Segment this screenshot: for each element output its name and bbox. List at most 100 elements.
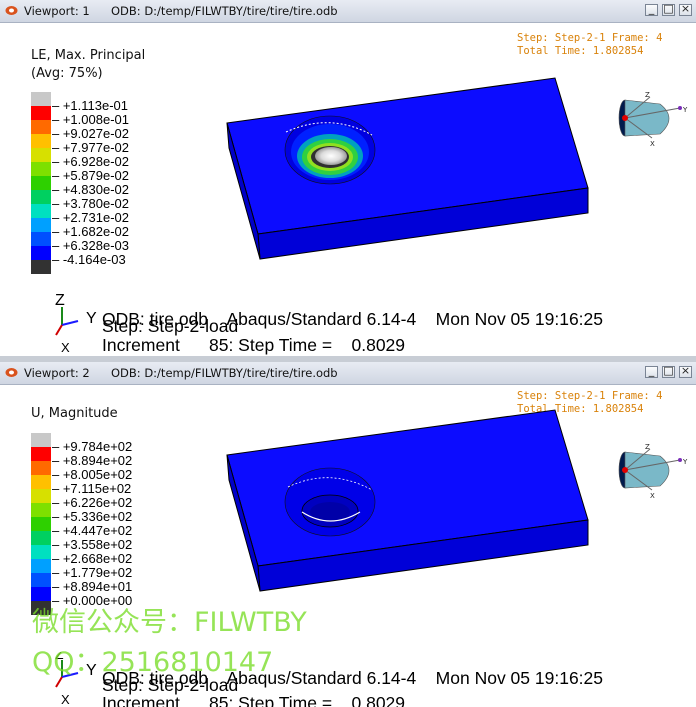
viewport-title: Viewport: 1: [24, 4, 90, 18]
legend-swatch: [31, 587, 51, 601]
svg-text:X: X: [61, 692, 70, 707]
watermark-qq: QQ：2516810147: [32, 647, 274, 678]
legend-value: – +7.977e-02: [52, 140, 129, 155]
legend-swatch: [31, 531, 51, 545]
tire-ring: [284, 467, 376, 537]
legend-swatch: [31, 232, 51, 246]
svg-text:Y: Y: [682, 458, 688, 466]
viewport-2[interactable]: Viewport: 2 ODB: D:/temp/FILWTBY/tire/ti…: [0, 362, 696, 707]
svg-text:X: X: [61, 340, 70, 353]
legend-swatch: [31, 190, 51, 204]
svg-text:X: X: [650, 492, 655, 500]
legend-swatch: [31, 475, 51, 489]
legend-value: – +2.731e-02: [52, 210, 129, 225]
legend-value: – +2.668e+02: [52, 551, 133, 566]
tire-ring: [284, 115, 376, 185]
legend-value: – +8.005e+02: [52, 467, 133, 482]
odb-path: ODB: D:/temp/FILWTBY/tire/tire/tire.odb: [111, 4, 338, 18]
legend-value: – +7.115e+02: [52, 481, 132, 496]
model-view[interactable]: Z Y X: [0, 362, 696, 707]
legend-swatch: [31, 260, 51, 274]
legend-swatch: [31, 447, 51, 461]
status-odb-line: ODB: tire.odb Abaqus/Standard 6.14-4 Mon…: [102, 309, 604, 329]
svg-text:Y: Y: [682, 106, 688, 114]
legend-value: – +1.682e-02: [52, 224, 129, 239]
plate-block: [226, 409, 589, 592]
legend-swatch: [31, 573, 51, 587]
minimize-button[interactable]: _: [645, 2, 658, 16]
legend-swatch: [31, 176, 51, 190]
legend-swatch: [31, 106, 51, 120]
global-axis-triad: Z Y X: [55, 293, 97, 353]
legend-swatch: [31, 134, 51, 148]
contour-title: U, Magnitude: [31, 406, 118, 421]
legend-swatch: [31, 559, 51, 573]
legend-swatch: [31, 503, 51, 517]
legend-swatch: [31, 433, 51, 447]
close-button[interactable]: ×: [679, 364, 692, 378]
contour-subtitle: (Avg: 75%): [31, 66, 103, 81]
svg-text:Z: Z: [55, 652, 64, 662]
total-time-label: Total Time: 1.802854: [517, 45, 644, 57]
view-orientation-triad: Z Y X: [618, 443, 688, 500]
legend-value: – +9.784e+02: [52, 439, 133, 454]
viewport-2-titlebar[interactable]: Viewport: 2 ODB: D:/temp/FILWTBY/tire/ti…: [0, 362, 696, 385]
status-odb-line: ODB: tire.odb Abaqus/Standard 6.14-4 Mon…: [102, 668, 604, 688]
legend-value: – +4.447e+02: [52, 523, 133, 538]
legend-value: – +5.336e+02: [52, 509, 133, 524]
viewport-title: Viewport: 2: [24, 366, 90, 380]
legend-value: – +0.000e+00: [52, 593, 133, 608]
legend-swatch: [31, 162, 51, 176]
legend-value: – +1.113e-01: [52, 98, 129, 113]
close-button[interactable]: ×: [679, 2, 692, 16]
svg-text:Z: Z: [55, 293, 65, 309]
legend-value: – +9.027e-02: [52, 126, 129, 141]
viewport-app-icon: [5, 6, 18, 15]
legend-swatch: [31, 489, 51, 503]
legend-swatch: [31, 246, 51, 260]
view-orientation-triad: Z Y X: [618, 91, 688, 148]
legend-swatch: [31, 218, 51, 232]
model-view[interactable]: Z Y X: [0, 0, 696, 356]
step-frame-label: Step: Step-2-1 Frame: 4: [517, 390, 663, 402]
watermark-wechat: 微信公众号：FILWTBY: [32, 607, 307, 638]
contour-title: LE, Max. Principal: [31, 48, 146, 63]
restore-button[interactable]: □: [662, 2, 675, 16]
legend-swatch: [31, 204, 51, 218]
contour-legend: [31, 433, 51, 615]
legend-value: – +4.830e-02: [52, 182, 129, 197]
status-increment-line: Increment 85: Step Time = 0.8029: [102, 693, 406, 707]
legend-value: – +8.894e+01: [52, 579, 133, 594]
restore-button[interactable]: □: [662, 364, 675, 378]
legend-value: – +6.328e-03: [52, 238, 129, 253]
svg-text:Y: Y: [86, 662, 97, 679]
legend-value: – +3.780e-02: [52, 196, 129, 211]
minimize-button[interactable]: _: [645, 364, 658, 378]
legend-value: – -4.164e-03: [52, 252, 126, 267]
legend-value: – +6.928e-02: [52, 154, 129, 169]
legend-swatch: [31, 601, 51, 615]
status-step-line: Step: Step-2-load: [102, 316, 239, 336]
legend-value: – +1.779e+02: [52, 565, 133, 580]
legend-swatch: [31, 545, 51, 559]
status-increment-line: Increment 85: Step Time = 0.8029: [102, 335, 406, 355]
step-frame-label: Step: Step-2-1 Frame: 4: [517, 32, 663, 44]
viewport-1[interactable]: Viewport: 1 ODB: D:/temp/FILWTBY/tire/ti…: [0, 0, 696, 356]
legend-value: – +5.879e-02: [52, 168, 129, 183]
plate-block: [226, 77, 589, 260]
svg-text:X: X: [650, 140, 655, 148]
viewport-1-titlebar[interactable]: Viewport: 1 ODB: D:/temp/FILWTBY/tire/ti…: [0, 0, 696, 23]
legend-swatch: [31, 92, 51, 106]
svg-text:Z: Z: [645, 443, 650, 451]
contour-legend: [31, 92, 51, 274]
legend-value: – +8.894e+02: [52, 453, 133, 468]
viewport-divider: [0, 356, 696, 362]
odb-path: ODB: D:/temp/FILWTBY/tire/tire/tire.odb: [111, 366, 338, 380]
viewport-app-icon: [5, 368, 18, 377]
legend-value: – +3.558e+02: [52, 537, 133, 552]
global-axis-triad: Z Y X: [55, 652, 97, 707]
legend-swatch: [31, 120, 51, 134]
svg-text:Y: Y: [86, 310, 97, 327]
legend-swatch: [31, 148, 51, 162]
legend-swatch: [31, 461, 51, 475]
